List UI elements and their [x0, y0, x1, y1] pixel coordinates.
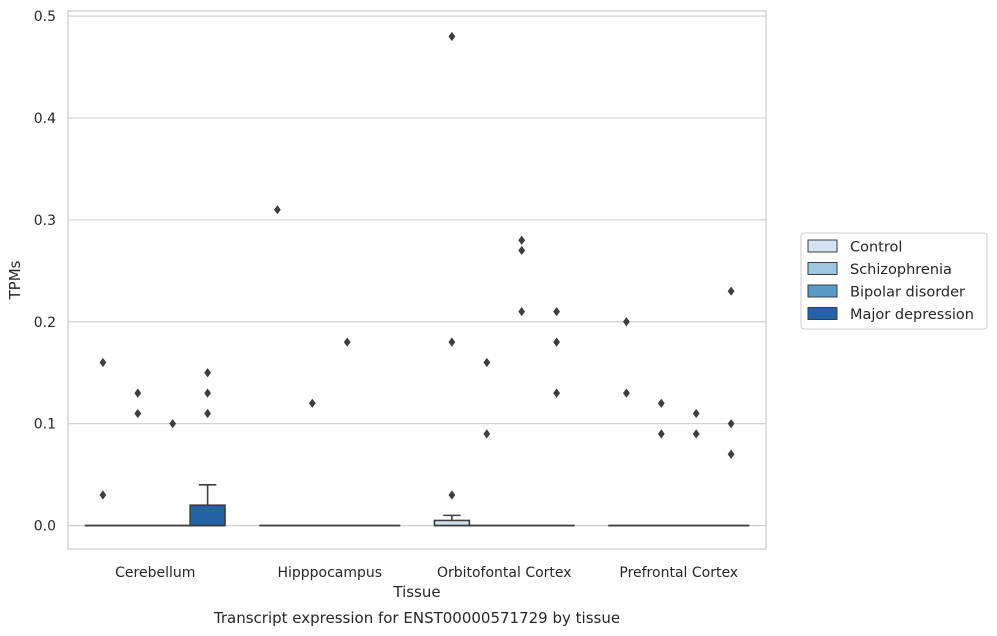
outlier-point	[553, 337, 560, 347]
y-axis-label: TPMs	[6, 260, 24, 300]
x-tick-label: Prefrontal Cortex	[619, 565, 738, 581]
legend: Control Schizophrenia Bipolar disorder Majo…	[800, 232, 988, 330]
outlier-point	[343, 337, 351, 347]
y-tick-label: 0.5	[34, 9, 56, 25]
outlier-point	[204, 408, 211, 419]
plot-frame	[67, 10, 767, 550]
box	[189, 484, 226, 527]
y-tick-labels: 0.0 0.1 0.2 0.3 0.4 0.5	[34, 9, 56, 534]
x-axis-label: Tissue	[392, 583, 440, 601]
legend-frame	[800, 232, 988, 330]
outlier-point	[727, 419, 735, 429]
x-tick-labels: Cerebellum Hipppocampus Orbitofontal Corte…	[115, 565, 738, 581]
outlier-point	[448, 31, 456, 42]
outlier-point	[169, 419, 177, 429]
legend-swatch	[807, 262, 838, 275]
outlier-point	[553, 388, 560, 398]
outlier-point	[204, 368, 211, 378]
x-tick-label: Orbitofontal Cortex	[437, 565, 572, 581]
outlier-point	[518, 245, 526, 256]
y-tick-label: 0.1	[34, 417, 56, 433]
box	[433, 514, 471, 527]
grid-lines	[68, 15, 766, 527]
chart-caption: Transcript expression for ENST0000057172…	[213, 609, 620, 627]
outlier-point	[657, 429, 665, 439]
legend-swatch	[807, 239, 838, 253]
outlier-point	[727, 449, 735, 459]
outlier-point	[692, 408, 700, 419]
outlier-point	[553, 306, 560, 317]
legend-swatch	[807, 307, 838, 320]
legend-label: Schizophrenia	[850, 262, 952, 278]
outlier-point	[727, 286, 735, 296]
legend-label: Bipolar disorder	[850, 285, 965, 301]
outlier-point	[99, 490, 107, 500]
outlier-point	[99, 357, 107, 368]
x-tick-label: Hipppocampus	[277, 565, 382, 581]
legend-label: Control	[850, 240, 902, 256]
outlier-markers	[99, 31, 735, 500]
y-tick-label: 0.4	[34, 111, 56, 127]
outlier-point	[518, 306, 526, 317]
y-tick-label: 0.0	[34, 519, 56, 535]
outlier-point	[518, 235, 526, 245]
legend-swatch	[807, 284, 838, 298]
outlier-point	[204, 388, 211, 398]
outlier-point	[623, 388, 630, 398]
outlier-point	[623, 317, 630, 327]
outlier-point	[134, 408, 142, 419]
outlier-point	[448, 490, 456, 500]
outlier-point	[483, 357, 491, 368]
outlier-point	[134, 388, 142, 398]
x-tick-label: Cerebellum	[115, 565, 195, 581]
outlier-point	[483, 429, 491, 439]
outlier-point	[308, 398, 316, 408]
legend-label: Major depression	[850, 307, 974, 323]
y-tick-label: 0.2	[34, 315, 56, 331]
outlier-point	[657, 398, 665, 408]
y-tick-label: 0.3	[34, 213, 56, 229]
outlier-point	[692, 429, 700, 439]
box-body	[189, 504, 226, 527]
box-groups	[84, 484, 750, 527]
outlier-point	[274, 205, 281, 215]
outlier-point	[448, 337, 456, 347]
